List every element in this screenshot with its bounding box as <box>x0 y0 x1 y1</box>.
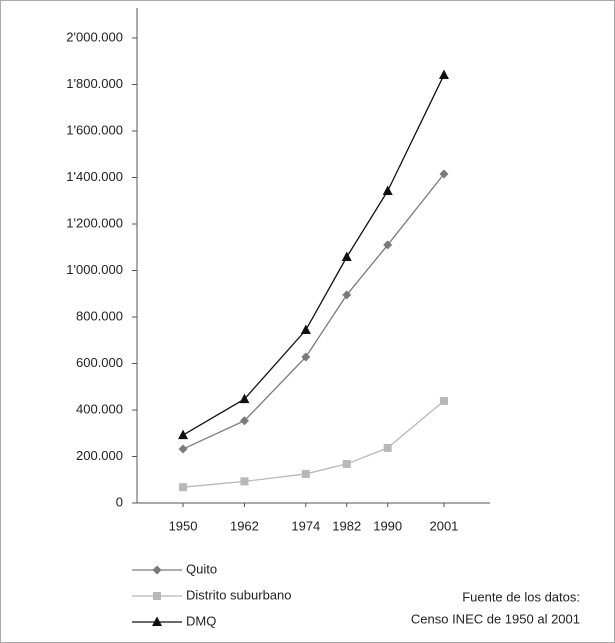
marker <box>342 459 351 468</box>
marker <box>239 393 250 404</box>
x-tick-label: 1950 <box>169 518 198 533</box>
marker <box>301 352 311 362</box>
marker <box>383 443 392 452</box>
series-line <box>182 400 445 488</box>
marker <box>178 429 189 440</box>
marker <box>300 324 311 335</box>
legend-label: DMQ <box>186 613 216 628</box>
legend-marker <box>153 592 161 600</box>
marker <box>240 477 249 486</box>
marker <box>439 169 449 179</box>
marker <box>382 185 393 195</box>
x-tick-label: 2001 <box>429 518 458 533</box>
marker <box>301 469 310 478</box>
marker <box>178 444 188 454</box>
y-tick-label: 400.000 <box>76 401 123 416</box>
y-tick-label: 1'200.000 <box>66 215 123 230</box>
y-tick-label: 600.000 <box>76 355 123 370</box>
marker <box>342 290 352 300</box>
y-tick-label: 800.000 <box>76 308 123 323</box>
series-line <box>182 173 445 450</box>
y-tick-label: 0 <box>116 494 123 509</box>
y-tick-label: 2'000.000 <box>66 29 123 44</box>
annotation: Censo INEC de 1950 al 2001 <box>411 611 580 626</box>
legend-label: Quito <box>186 561 217 576</box>
series-line <box>182 74 445 436</box>
y-tick-label: 1'600.000 <box>66 122 123 137</box>
marker <box>439 396 448 405</box>
y-tick-label: 1'800.000 <box>66 76 123 91</box>
y-tick-label: 1'400.000 <box>66 169 123 184</box>
y-tick-label: 200.000 <box>76 448 123 463</box>
legend-label: Distrito suburbano <box>186 587 292 602</box>
annotation: Fuente de los datos: <box>462 589 580 604</box>
x-tick-label: 1974 <box>291 518 320 533</box>
marker <box>438 69 449 79</box>
marker <box>383 240 393 250</box>
x-tick-label: 1982 <box>332 518 361 533</box>
x-tick-label: 1962 <box>230 518 259 533</box>
legend-marker <box>152 565 162 575</box>
marker <box>239 416 249 426</box>
marker <box>341 251 352 262</box>
marker <box>179 483 188 492</box>
legend-marker <box>152 616 162 626</box>
y-tick-label: 1'000.000 <box>66 262 123 277</box>
x-tick-label: 1990 <box>373 518 402 533</box>
